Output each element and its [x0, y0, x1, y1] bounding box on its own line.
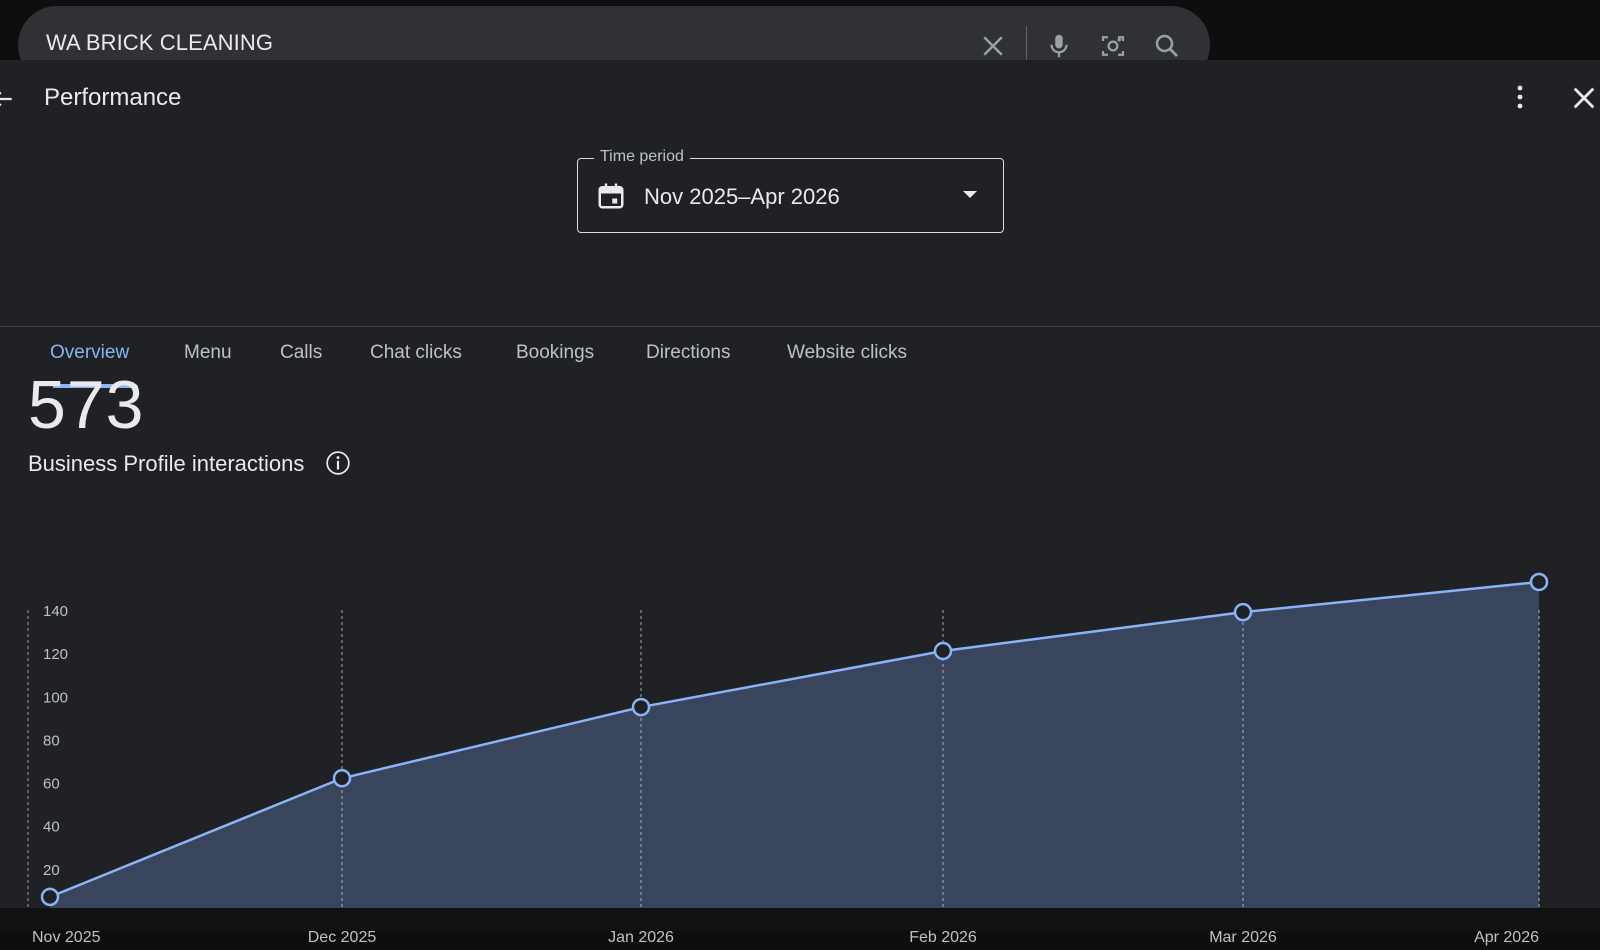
area-fill — [50, 581, 1539, 912]
metric-label: Business Profile interactions — [28, 451, 305, 476]
y-tick-label: 40 — [43, 819, 60, 836]
data-point — [1233, 602, 1253, 622]
data-point — [1529, 572, 1549, 592]
time-period-select[interactable]: Time period Nov 2025–Apr 2026 — [577, 148, 1004, 233]
series-line — [49, 580, 1540, 899]
performance-panel: Performance Time period Nov 2025–Apr 202… — [0, 60, 1600, 946]
y-tick-label: 120 — [43, 646, 68, 663]
data-point — [631, 697, 651, 717]
camera-lens-icon[interactable] — [1098, 31, 1128, 61]
total-interactions: 573 — [28, 367, 145, 443]
tab-chat-clicks[interactable]: Chat clicks — [370, 342, 462, 363]
x-tick-label: Feb 2026 — [909, 929, 977, 946]
tab-menu[interactable]: Menu — [184, 342, 232, 363]
time-period-label: Time period — [594, 148, 690, 166]
close-icon[interactable] — [978, 31, 1008, 61]
calendar-icon — [598, 183, 624, 209]
tab-website-clicks[interactable]: Website clicks — [787, 342, 908, 363]
close-icon[interactable] — [1570, 84, 1598, 112]
x-tick-label: Dec 2025 — [308, 929, 377, 946]
data-point — [40, 887, 60, 907]
back-arrow-icon[interactable] — [0, 86, 16, 112]
more-vert-icon[interactable] — [1508, 82, 1532, 112]
panel-title: Performance — [44, 84, 182, 111]
search-input[interactable]: WA BRICK CLEANING — [46, 30, 274, 55]
y-tick-label: 80 — [43, 732, 60, 749]
info-icon[interactable] — [325, 450, 351, 476]
x-tick-label: Mar 2026 — [1209, 929, 1277, 946]
active-tab-indicator — [53, 384, 138, 388]
y-tick-label: 60 — [43, 776, 60, 793]
tab-calls[interactable]: Calls — [280, 342, 323, 363]
bottom-strip — [0, 908, 1600, 930]
time-period-value: Nov 2025–Apr 2026 — [644, 184, 840, 209]
tab-overview[interactable]: Overview — [50, 342, 130, 363]
tab-bookings[interactable]: Bookings — [516, 342, 595, 363]
x-tick-label: Nov 2025 — [32, 929, 101, 946]
search-icon[interactable] — [1152, 31, 1182, 61]
y-tick-label: 140 — [43, 603, 68, 620]
y-tick-label: 20 — [43, 862, 60, 879]
chevron-down-icon[interactable] — [962, 190, 978, 200]
x-tick-label: Jan 2026 — [608, 929, 674, 946]
microphone-icon[interactable] — [1044, 31, 1074, 61]
tab-directions[interactable]: Directions — [646, 342, 731, 363]
tabs-divider — [0, 326, 1600, 327]
y-tick-label: 100 — [43, 689, 68, 706]
tab-bar: Overview Menu Calls Chat clicks Bookings… — [0, 270, 1600, 388]
search-divider — [1026, 26, 1027, 66]
data-point — [933, 641, 953, 661]
data-point — [332, 769, 352, 788]
x-tick-label: Apr 2026 — [1474, 929, 1539, 946]
